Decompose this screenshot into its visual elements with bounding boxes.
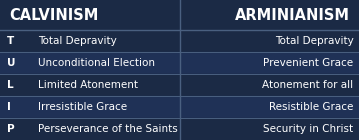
Bar (0, 30, 359, 52)
Text: Resistible Grace: Resistible Grace (269, 102, 354, 112)
Text: Prevenient Grace: Prevenient Grace (264, 58, 354, 68)
Text: Atonement for all: Atonement for all (262, 80, 354, 90)
Text: ARMINIANISM: ARMINIANISM (235, 8, 350, 23)
Text: Irresistible Grace: Irresistible Grace (38, 102, 127, 112)
Text: Limited Atonement: Limited Atonement (38, 80, 138, 90)
Text: Security in Christ: Security in Christ (264, 124, 354, 134)
Text: L: L (7, 80, 14, 90)
Bar (0, 118, 359, 140)
Bar (0, 96, 359, 118)
Text: I: I (7, 102, 11, 112)
Text: Total Depravity: Total Depravity (38, 36, 116, 46)
Text: P: P (7, 124, 15, 134)
Bar (0, 0, 359, 30)
Text: CALVINISM: CALVINISM (9, 8, 98, 23)
Text: Unconditional Election: Unconditional Election (38, 58, 155, 68)
Text: Perseverance of the Saints: Perseverance of the Saints (38, 124, 177, 134)
Text: U: U (7, 58, 16, 68)
Text: Total Depravity: Total Depravity (275, 36, 354, 46)
Text: T: T (7, 36, 14, 46)
Bar (0, 52, 359, 74)
Bar (0, 74, 359, 96)
